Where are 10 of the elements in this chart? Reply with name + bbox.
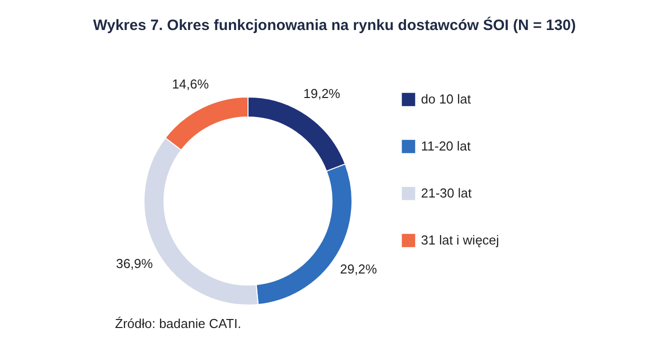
data-label: 14,6% — [172, 76, 210, 92]
chart-title: Wykres 7. Okres funkcjonowania na rynku dostawców ŚOI (N = 130) — [93, 16, 576, 34]
data-label: 29,2% — [340, 262, 378, 277]
legend-label: 11-20 lat — [421, 138, 472, 154]
data-label: 36,9% — [116, 256, 154, 272]
text: Źródło: badanie CATI. — [115, 316, 242, 331]
legend-label: do 10 lat — [421, 92, 472, 106]
data-label: 19,2% — [303, 86, 341, 101]
legend-label: 31 lat i więcej — [421, 232, 500, 248]
legend-label: 21-30 lat — [421, 186, 472, 200]
